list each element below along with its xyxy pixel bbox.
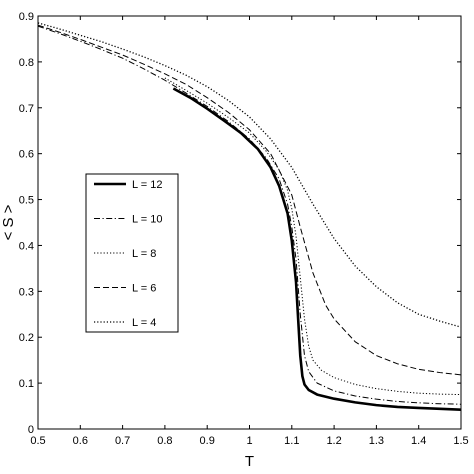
series-line-l-12	[172, 87, 462, 412]
x-tick-label: 1.1	[284, 435, 299, 447]
legend-label: L = 12	[132, 179, 162, 191]
x-tick-label: 1	[246, 435, 252, 447]
series-line-l-4	[37, 22, 462, 328]
x-tick-label: 0.8	[157, 435, 172, 447]
series-line-l-6	[37, 24, 462, 376]
x-tick-label: 0.9	[200, 435, 215, 447]
x-tick-label: 0.7	[115, 435, 130, 447]
series-layer	[37, 22, 462, 412]
x-tick-label: 1.3	[369, 435, 384, 447]
series-line-l-8	[164, 77, 462, 396]
y-tick-label: 0.7	[19, 103, 34, 115]
series-line-l-10	[37, 25, 462, 405]
ticks-layer: 0.5 0.6 0.7 0.8 0.9 1 1.1 1.2 1.3 1.4 1.5 0 0.1 0.2 0.…	[19, 11, 469, 447]
x-tick-label: 0.6	[73, 435, 88, 447]
legend-label: L = 4	[132, 317, 156, 329]
y-tick-label: 0	[28, 424, 34, 436]
x-tick-label: 1.5	[453, 435, 468, 447]
y-tick-label: 0.3	[19, 286, 34, 298]
y-tick-label: 0.6	[19, 149, 34, 161]
x-axis-label: T	[245, 453, 254, 470]
y-tick-label: 0.5	[19, 195, 34, 207]
y-tick-label: 0.9	[19, 11, 34, 23]
y-tick-label: 0.2	[19, 332, 34, 344]
y-axis-label: < S >	[0, 204, 17, 240]
y-tick-label: 0.4	[19, 240, 34, 252]
legend-label: L = 10	[132, 214, 162, 226]
x-tick-label: 1.4	[411, 435, 426, 447]
y-tick-label: 0.1	[19, 378, 34, 390]
legend: L = 12 L = 10 L = 8 L = 6 L = 4	[85, 173, 179, 333]
x-tick-label: 1.2	[326, 435, 341, 447]
y-tick-label: 0.8	[19, 57, 34, 69]
legend-label: L = 6	[132, 283, 156, 295]
legend-label: L = 8	[132, 248, 156, 260]
x-tick-label: 0.5	[30, 435, 45, 447]
